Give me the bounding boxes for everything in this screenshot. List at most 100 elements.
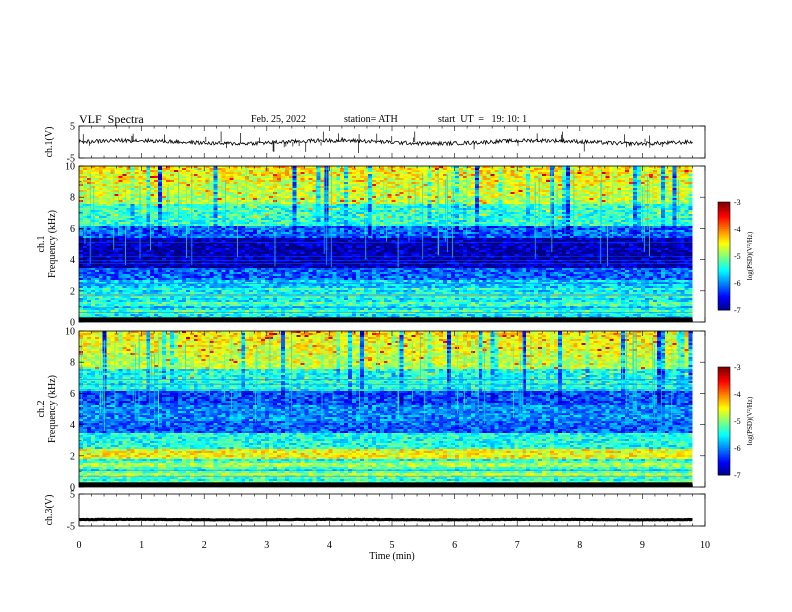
colorbar-tick-label: -4 (734, 390, 741, 399)
colorbar-cell (718, 225, 730, 228)
colorbar-cell (718, 284, 730, 288)
x-tick-label: 0 (77, 540, 82, 551)
y-tick-label: 4 (70, 420, 75, 431)
colorbar-cell (718, 266, 730, 270)
y-tick-label: 2 (70, 451, 75, 462)
x-tick-label: 8 (577, 540, 582, 551)
colorbar-cell (718, 439, 730, 442)
colorbar-cell (718, 207, 730, 210)
colorbar-tick-label: -6 (734, 279, 741, 288)
colorbar-cell (718, 401, 730, 404)
colorbar-cell (718, 421, 730, 424)
y-tick-label: 2 (70, 286, 75, 297)
y-tick-label: 10 (65, 162, 75, 173)
x-tick-label: 4 (327, 540, 332, 551)
colorbar-cell (718, 223, 730, 226)
colorbar-cell (718, 397, 730, 400)
colorbar-cell (718, 466, 730, 469)
colorbar-cell (718, 221, 730, 225)
colorbar-cell (718, 408, 730, 411)
colorbar-cell (718, 457, 730, 460)
colorbar-cell (718, 444, 730, 447)
colorbar-cell (718, 257, 730, 261)
ch2-spectrogram (79, 331, 693, 487)
colorbar-cell (718, 451, 730, 454)
colorbar-cell (718, 410, 730, 413)
colorbar-tick-label: -4 (734, 225, 741, 234)
colorbar-cell (718, 232, 730, 235)
colorbar: -3 -4 -5 -6 -7 log(PSD)(V²/Hz) (717, 198, 754, 315)
x-tick-label: 10 (700, 540, 710, 551)
colorbar-cell (718, 385, 730, 388)
colorbar-cell (718, 211, 730, 214)
colorbar-cell (718, 254, 730, 257)
colorbar-cell (718, 448, 730, 451)
colorbar-cell (718, 306, 730, 309)
y-axis-label: ch.1(V) (44, 127, 55, 158)
colorbar-cell (718, 299, 730, 302)
colorbar: -3 -4 -5 -6 -7 log(PSD)(V²/Hz) (717, 363, 754, 480)
colorbar-cell (718, 372, 730, 375)
y-tick-label: 8 (70, 193, 75, 204)
colorbar-cell (718, 442, 730, 445)
y-axis-label: Frequency (kHz) (47, 375, 58, 443)
colorbar-cell (718, 390, 730, 393)
colorbar-cell (718, 430, 730, 433)
y-tick-label: 10 (65, 327, 75, 338)
colorbar-cell (718, 440, 730, 444)
x-tick-label: 2 (202, 540, 207, 551)
colorbar-cell (718, 272, 730, 275)
colorbar-cell (718, 471, 730, 474)
colorbar-tick-label: -5 (734, 417, 741, 426)
colorbar-cell (718, 406, 730, 409)
colorbar-cell (718, 381, 730, 384)
y-tick-label: 8 (70, 358, 75, 369)
y-tick-label: 5 (70, 122, 75, 133)
colorbar-cell (718, 455, 730, 458)
dc-band (79, 482, 693, 487)
colorbar-cell (718, 388, 730, 391)
colorbar-cell (718, 368, 730, 372)
colorbar-cell (718, 469, 730, 472)
colorbar-tick-label: -3 (734, 198, 741, 207)
colorbar-cell (718, 422, 730, 426)
colorbar-cell (718, 227, 730, 230)
colorbar-cell (718, 214, 730, 217)
colorbar-cell (718, 220, 730, 223)
colorbar-frame (717, 366, 731, 476)
colorbar-cell (718, 279, 730, 282)
colorbar-cell (718, 415, 730, 418)
date-label: Feb. 25, 2022 (251, 114, 306, 125)
colorbar-cell (718, 370, 730, 373)
colorbar-cell (718, 449, 730, 453)
y-tick-label: 4 (70, 255, 75, 266)
dc-band (79, 317, 693, 322)
colorbar-cell (718, 446, 730, 449)
colorbar-cell (718, 302, 730, 306)
colorbar-tick-label: -5 (734, 252, 741, 261)
colorbar-cell (718, 268, 730, 271)
colorbar-cell (718, 263, 730, 266)
colorbar-cell (718, 295, 730, 298)
colorbar-cell (718, 236, 730, 239)
x-axis-label: Time (min) (369, 551, 414, 562)
colorbar-label: log(PSD)(V²/Hz) (746, 396, 754, 445)
colorbar-cell (718, 288, 730, 291)
x-tick-label: 3 (264, 540, 269, 551)
start-time-label: start UT = 19: 10: 1 (438, 114, 528, 125)
colorbar-cell (718, 374, 730, 377)
ch1-spectrogram (79, 166, 693, 322)
y-tick-label: 5 (70, 490, 75, 501)
y-tick-label: 0 (70, 483, 75, 494)
colorbar-cell (718, 379, 730, 382)
colorbar-cell (718, 413, 730, 417)
colorbar-cell (718, 460, 730, 463)
colorbar-cell (718, 419, 730, 422)
colorbar-label: log(PSD)(V²/Hz) (746, 231, 754, 280)
colorbar-cell (718, 399, 730, 402)
x-tick-label: 1 (139, 540, 144, 551)
colorbar-cell (718, 424, 730, 427)
colorbar-cell (718, 392, 730, 395)
colorbar-cell (718, 281, 730, 284)
colorbar-cell (718, 218, 730, 221)
